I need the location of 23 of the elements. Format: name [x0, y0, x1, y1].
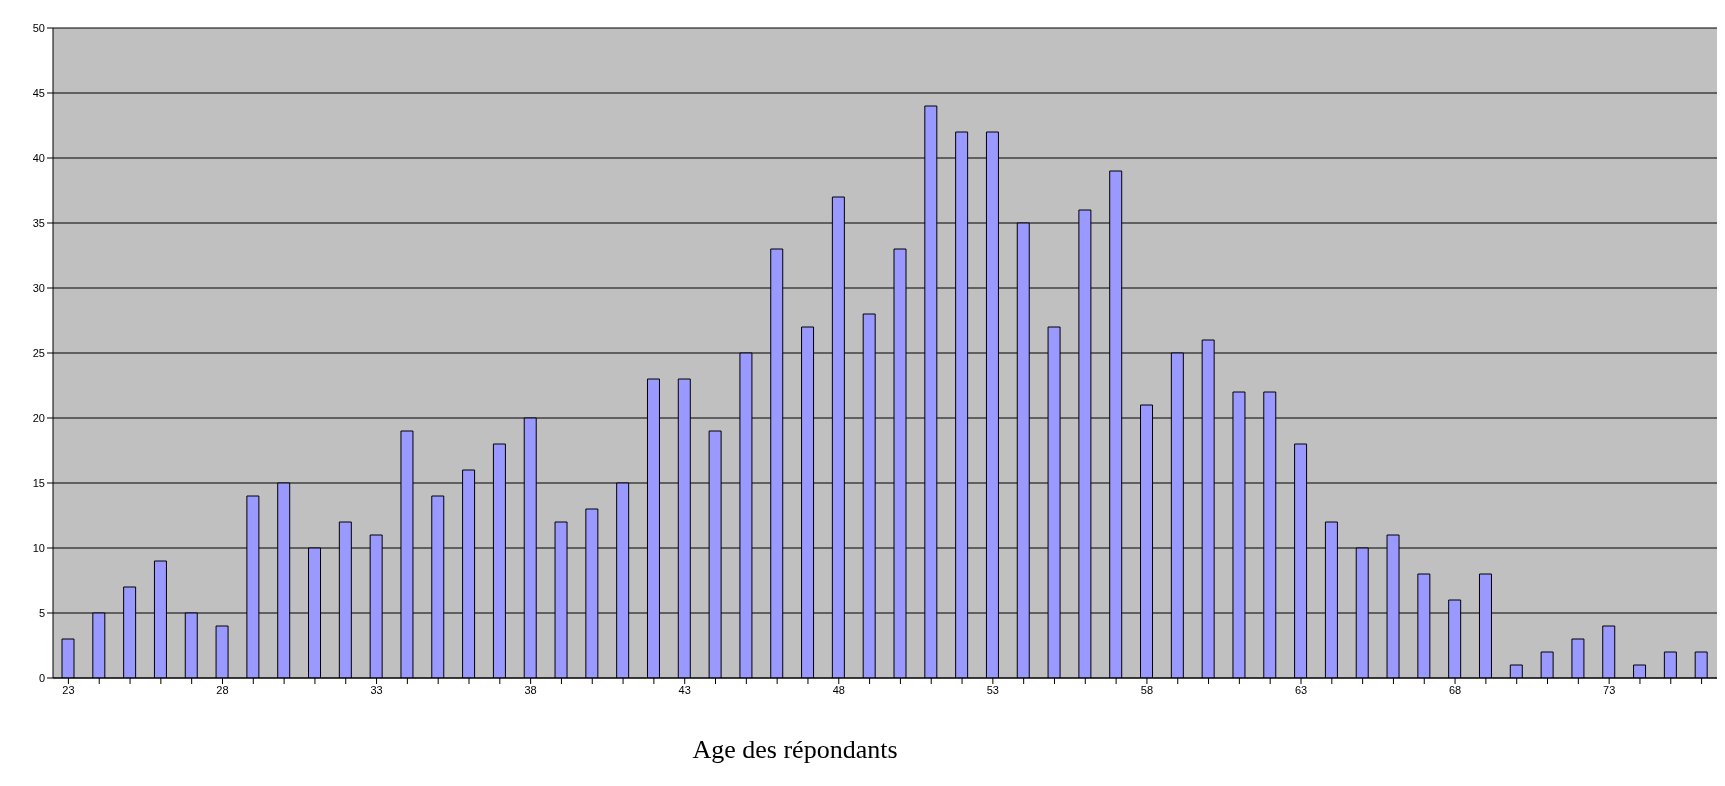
- x-tick-label: 48: [832, 683, 845, 696]
- x-tick-label: 73: [1603, 683, 1616, 696]
- x-tick-label: 43: [678, 683, 691, 696]
- y-tick-label: 20: [32, 411, 45, 424]
- y-tick-label: 30: [32, 281, 45, 294]
- x-tick-label: 63: [1294, 683, 1308, 696]
- y-tick-label: 40: [32, 151, 45, 164]
- x-tick-label: 23: [62, 683, 75, 696]
- x-tick-label: 58: [1140, 683, 1154, 696]
- x-tick-label: 53: [986, 683, 999, 696]
- x-tick-label: 28: [216, 683, 229, 696]
- y-tick-label: 0: [38, 671, 45, 684]
- x-axis-title: Age des répondants: [692, 735, 898, 764]
- y-tick-label: 15: [32, 476, 45, 489]
- y-tick-label: 45: [32, 86, 45, 99]
- x-tick-label: 33: [370, 683, 383, 696]
- y-tick-label: 25: [32, 346, 45, 359]
- y-tick-label: 10: [32, 541, 45, 554]
- y-tick-label: 35: [32, 216, 45, 229]
- y-tick-label: 50: [32, 21, 45, 34]
- x-tick-label: 68: [1448, 683, 1462, 696]
- y-tick-label: 5: [38, 606, 45, 619]
- x-tick-label: 38: [524, 683, 537, 696]
